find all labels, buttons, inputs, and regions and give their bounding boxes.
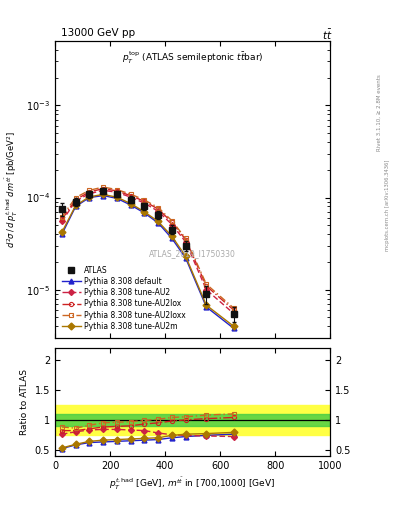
Pythia 8.308 tune-AU2 bbox=[231, 311, 236, 317]
Pythia 8.308 tune-AU2 bbox=[204, 287, 209, 293]
Pythia 8.308 tune-AU2lox bbox=[170, 219, 174, 225]
Pythia 8.308 tune-AU2m bbox=[101, 191, 106, 198]
Line: Pythia 8.308 tune-AU2m: Pythia 8.308 tune-AU2m bbox=[59, 192, 236, 329]
Pythia 8.308 tune-AU2 bbox=[60, 219, 64, 225]
Pythia 8.308 tune-AU2 bbox=[115, 189, 119, 196]
Pythia 8.308 tune-AU2loxx bbox=[73, 195, 78, 201]
Pythia 8.308 tune-AU2m bbox=[60, 229, 64, 236]
Text: 13000 GeV pp: 13000 GeV pp bbox=[61, 28, 135, 38]
Pythia 8.308 tune-AU2loxx bbox=[156, 204, 161, 210]
Pythia 8.308 tune-AU2loxx bbox=[87, 187, 92, 194]
Pythia 8.308 tune-AU2lox bbox=[142, 198, 147, 204]
Pythia 8.308 tune-AU2 bbox=[129, 194, 133, 200]
Pythia 8.308 tune-AU2m bbox=[129, 201, 133, 207]
Pythia 8.308 tune-AU2lox bbox=[101, 185, 106, 191]
Pythia 8.308 tune-AU2 bbox=[101, 187, 106, 194]
Pythia 8.308 tune-AU2 bbox=[142, 200, 147, 206]
Pythia 8.308 tune-AU2loxx bbox=[204, 281, 209, 287]
Pythia 8.308 default bbox=[129, 202, 133, 208]
Text: $p_T^{\mathrm{top}}$ (ATLAS semileptonic $t\bar{t}$bar): $p_T^{\mathrm{top}}$ (ATLAS semileptonic… bbox=[122, 50, 263, 66]
Pythia 8.308 tune-AU2loxx bbox=[184, 236, 188, 242]
Bar bbox=[55, 405, 330, 435]
Line: Pythia 8.308 tune-AU2loxx: Pythia 8.308 tune-AU2loxx bbox=[60, 185, 236, 310]
Pythia 8.308 tune-AU2m bbox=[87, 194, 92, 200]
Pythia 8.308 tune-AU2loxx bbox=[60, 214, 64, 220]
Pythia 8.308 tune-AU2lox bbox=[87, 189, 92, 195]
Pythia 8.308 default bbox=[156, 220, 161, 226]
Pythia 8.308 default bbox=[60, 231, 64, 237]
Pythia 8.308 default bbox=[101, 193, 106, 199]
Pythia 8.308 tune-AU2loxx bbox=[231, 305, 236, 311]
Pythia 8.308 default bbox=[204, 304, 209, 310]
Pythia 8.308 default bbox=[184, 255, 188, 261]
Line: Pythia 8.308 default: Pythia 8.308 default bbox=[59, 193, 236, 331]
Pythia 8.308 tune-AU2loxx bbox=[101, 184, 106, 190]
Pythia 8.308 default bbox=[73, 203, 78, 209]
Pythia 8.308 tune-AU2 bbox=[87, 190, 92, 197]
Pythia 8.308 tune-AU2m bbox=[184, 253, 188, 260]
Pythia 8.308 default bbox=[87, 195, 92, 201]
Pythia 8.308 tune-AU2m bbox=[231, 324, 236, 330]
Pythia 8.308 tune-AU2lox bbox=[204, 283, 209, 289]
Pythia 8.308 tune-AU2m bbox=[142, 209, 147, 215]
Pythia 8.308 tune-AU2 bbox=[184, 239, 188, 245]
Pythia 8.308 default bbox=[142, 210, 147, 216]
Pythia 8.308 tune-AU2lox bbox=[156, 206, 161, 212]
Pythia 8.308 tune-AU2 bbox=[156, 208, 161, 215]
Y-axis label: Ratio to ATLAS: Ratio to ATLAS bbox=[20, 369, 29, 435]
Pythia 8.308 tune-AU2lox bbox=[115, 188, 119, 194]
Legend: ATLAS, Pythia 8.308 default, Pythia 8.308 tune-AU2, Pythia 8.308 tune-AU2lox, Py: ATLAS, Pythia 8.308 default, Pythia 8.30… bbox=[59, 263, 189, 334]
Pythia 8.308 tune-AU2loxx bbox=[129, 191, 133, 197]
Pythia 8.308 tune-AU2m bbox=[170, 233, 174, 239]
Pythia 8.308 default bbox=[170, 236, 174, 242]
X-axis label: $p_T^{t,\mathrm{had}}$ [GeV], $m^{t\bar{t}}$ in [700,1000] [GeV]: $p_T^{t,\mathrm{had}}$ [GeV], $m^{t\bar{… bbox=[109, 476, 276, 493]
Pythia 8.308 default bbox=[231, 326, 236, 332]
Text: ATLAS_2019_I1750330: ATLAS_2019_I1750330 bbox=[149, 249, 236, 258]
Pythia 8.308 tune-AU2 bbox=[73, 198, 78, 204]
Y-axis label: $d^2\sigma\,/\,d\,p_T^{t,\mathrm{had}}\,d\,m^{t\bar{t}}$ [pb/GeV$^2$]: $d^2\sigma\,/\,d\,p_T^{t,\mathrm{had}}\,… bbox=[4, 131, 20, 248]
Pythia 8.308 tune-AU2loxx bbox=[170, 218, 174, 224]
Line: Pythia 8.308 tune-AU2lox: Pythia 8.308 tune-AU2lox bbox=[60, 186, 236, 312]
Pythia 8.308 tune-AU2loxx bbox=[142, 197, 147, 203]
Pythia 8.308 tune-AU2m bbox=[204, 302, 209, 308]
Pythia 8.308 tune-AU2lox bbox=[60, 216, 64, 222]
Pythia 8.308 tune-AU2m bbox=[73, 202, 78, 208]
Pythia 8.308 tune-AU2lox bbox=[73, 197, 78, 203]
Bar bbox=[55, 414, 330, 426]
Pythia 8.308 tune-AU2m bbox=[156, 219, 161, 225]
Text: $t\bar{t}$: $t\bar{t}$ bbox=[321, 28, 332, 42]
Pythia 8.308 default bbox=[115, 195, 119, 201]
Text: Rivet 3.1.10, ≥ 2.8M events: Rivet 3.1.10, ≥ 2.8M events bbox=[377, 74, 382, 151]
Text: mcplots.cern.ch [arXiv:1306.3436]: mcplots.cern.ch [arXiv:1306.3436] bbox=[385, 159, 389, 250]
Pythia 8.308 tune-AU2m bbox=[115, 194, 119, 200]
Pythia 8.308 tune-AU2lox bbox=[129, 193, 133, 199]
Pythia 8.308 tune-AU2 bbox=[170, 221, 174, 227]
Pythia 8.308 tune-AU2loxx bbox=[115, 186, 119, 193]
Pythia 8.308 tune-AU2lox bbox=[231, 307, 236, 313]
Pythia 8.308 tune-AU2lox bbox=[184, 237, 188, 243]
Line: Pythia 8.308 tune-AU2: Pythia 8.308 tune-AU2 bbox=[60, 188, 236, 316]
